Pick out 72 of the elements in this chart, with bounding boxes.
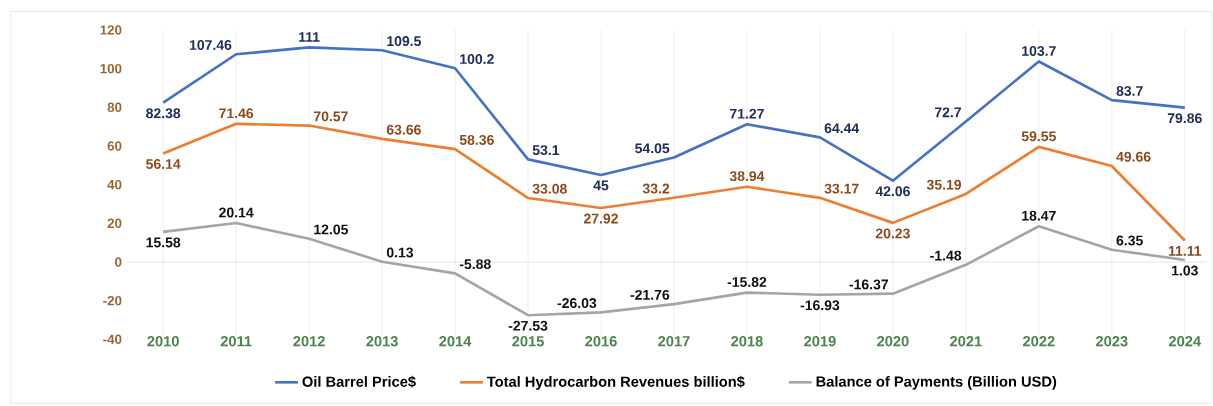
data-label: 33.17 <box>824 183 859 194</box>
data-label: 33.2 <box>642 183 670 194</box>
x-tick-label: 2023 <box>1095 336 1128 347</box>
y-tick-label: 0 <box>115 257 122 267</box>
data-label: 11.11 <box>1168 246 1202 256</box>
y-tick-label: 120 <box>100 25 122 35</box>
legend-label: Total Hydrocarbon Revenues billion$ <box>486 375 745 390</box>
y-tick-label: 20 <box>107 218 122 229</box>
x-tick-label: 2021 <box>950 336 982 347</box>
data-label: 72.7 <box>934 107 961 118</box>
data-label: 18.47 <box>1022 210 1056 221</box>
x-tick-label: 2020 <box>877 336 909 347</box>
legend-label: Oil Barrel Price$ <box>302 375 416 388</box>
data-label: 103.7 <box>1022 45 1056 56</box>
data-label: -27.53 <box>508 320 548 331</box>
x-tick-label: 2019 <box>804 336 836 347</box>
data-label: 107.46 <box>189 40 232 50</box>
data-label: 71.46 <box>219 108 254 119</box>
data-label: 1.03 <box>1172 265 1198 276</box>
data-label: -26.03 <box>557 298 597 309</box>
data-label: 82.38 <box>146 108 181 119</box>
data-label: 33.08 <box>532 183 567 194</box>
data-label: 58.36 <box>459 134 494 145</box>
data-label: -16.93 <box>800 300 840 311</box>
y-tick-label: 60 <box>107 141 122 151</box>
legend-label: Balance of Payments (Billion USD) <box>816 375 1057 390</box>
data-label: 49.66 <box>1116 151 1151 162</box>
data-label: 38.94 <box>729 171 765 182</box>
data-label: 111 <box>299 32 320 42</box>
data-label: 83.7 <box>1116 85 1143 96</box>
data-label: 63.66 <box>386 124 421 135</box>
data-label: -21.76 <box>630 289 670 300</box>
data-label: 53.1 <box>532 145 560 156</box>
y-tick-label: 100 <box>100 63 122 74</box>
data-label: 20.23 <box>875 228 910 239</box>
data-label: 6.35 <box>1116 235 1143 246</box>
data-label: 100.2 <box>460 54 494 65</box>
x-tick-label: 2014 <box>439 336 472 347</box>
x-tick-label: 2022 <box>1023 336 1055 347</box>
data-label: 109.5 <box>387 36 421 47</box>
y-tick-label: -20 <box>103 295 122 306</box>
x-tick-label: 2013 <box>366 336 398 347</box>
data-label: 27.92 <box>583 213 618 224</box>
data-label: 15.58 <box>146 237 181 248</box>
data-label: 0.13 <box>386 247 414 258</box>
data-label: 70.57 <box>313 111 348 122</box>
x-tick-label: 2010 <box>147 336 179 347</box>
y-tick-label: 80 <box>107 102 122 113</box>
data-label: 59.55 <box>1021 131 1056 142</box>
x-tick-label: 2024 <box>1168 336 1201 347</box>
y-tick-label: 40 <box>107 179 122 190</box>
data-label: 79.86 <box>1167 113 1202 124</box>
data-label: -15.82 <box>727 277 767 287</box>
data-label: 12.05 <box>314 224 348 235</box>
x-tick-label: 2016 <box>585 336 617 347</box>
y-tick-label: -40 <box>103 334 122 345</box>
x-tick-label: 2017 <box>658 336 690 347</box>
data-label: 45 <box>593 180 609 191</box>
data-label: 20.14 <box>219 207 254 218</box>
x-tick-label: 2015 <box>512 336 544 347</box>
data-label: 42.06 <box>875 186 910 197</box>
x-tick-label: 2011 <box>220 336 252 347</box>
x-tick-label: 2012 <box>293 336 325 347</box>
data-label: 64.44 <box>824 123 860 134</box>
data-label: 56.14 <box>146 159 181 169</box>
data-label: -5.88 <box>459 259 491 270</box>
data-label: 35.19 <box>926 179 962 190</box>
data-label: -16.37 <box>849 279 888 290</box>
x-tick-label: 2018 <box>731 336 763 347</box>
data-label: 54.05 <box>635 143 670 154</box>
data-label: -1.48 <box>930 250 962 261</box>
data-label: 71.27 <box>730 108 764 119</box>
